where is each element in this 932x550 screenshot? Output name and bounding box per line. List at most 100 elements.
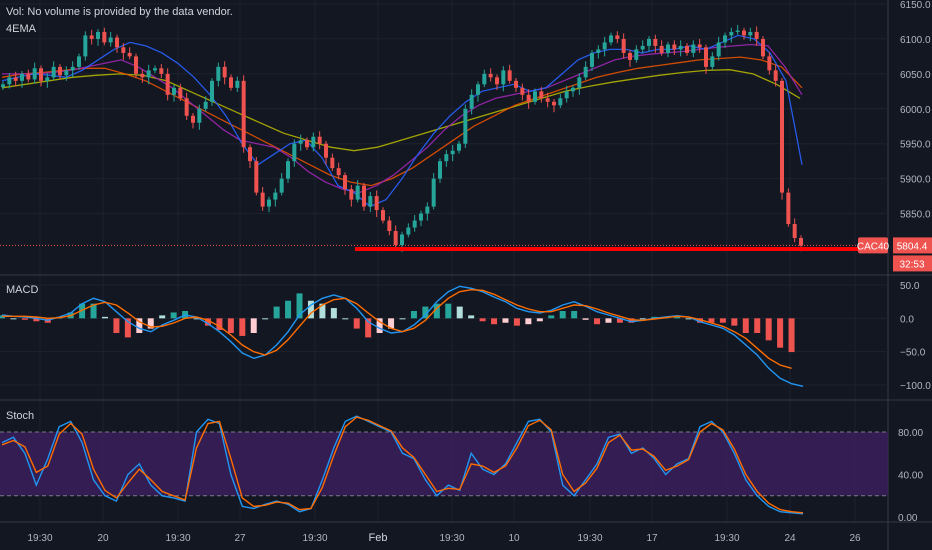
candle-body (735, 30, 740, 32)
candle-body (165, 73, 170, 95)
stoch-tick-label: 0.00 (898, 513, 918, 524)
price-tick-label: 6000.0 (900, 105, 931, 116)
candle-body (621, 38, 626, 53)
candle-body (590, 52, 594, 67)
candle-body (210, 80, 214, 102)
macd-histogram-bar (697, 318, 704, 323)
stoch-k-line (1, 415, 804, 515)
stoch-tick-label: 80.00 (898, 428, 923, 439)
candle-body (140, 73, 145, 78)
countdown-label: 32:53 (899, 259, 924, 270)
candle-body (20, 73, 24, 81)
candle-body (704, 47, 708, 67)
candle-body (792, 224, 797, 239)
candle-body (501, 70, 506, 85)
candle-body (482, 73, 487, 85)
candle-body (191, 115, 195, 123)
candle-body (70, 66, 75, 71)
price-tick-label: 6050.0 (900, 70, 931, 81)
candle-body (558, 98, 563, 106)
macd-histogram-bar (147, 318, 154, 329)
macd-histogram-bar (685, 318, 692, 320)
candle-body (311, 136, 316, 148)
candle-body (330, 157, 335, 169)
price-tick-label: 5900.0 (900, 175, 931, 186)
symbol-tag: CAC40 (857, 241, 890, 252)
axes: 6150.0 6100.0 6050.0 6000.0 5950.0 5900.0 5850… (27, 0, 932, 544)
time-tick-label: 26 (849, 533, 861, 544)
candle-body (469, 94, 474, 109)
candle-body (723, 35, 727, 43)
candle-body (216, 66, 221, 81)
candle-body (178, 87, 183, 99)
candle-body (108, 37, 113, 43)
candle-body (96, 31, 100, 39)
candle-body (349, 189, 354, 200)
candle-body (26, 73, 31, 80)
candle-body (564, 91, 569, 99)
candle-body (362, 185, 366, 207)
candle-body (13, 77, 18, 81)
candle-body (374, 196, 379, 211)
time-tick-label: 24 (784, 533, 796, 544)
macd-histogram-bar (10, 318, 17, 320)
price-tick-label: 6150.0 (900, 0, 931, 11)
candle-body (431, 178, 436, 207)
macd-histogram-bar (399, 318, 406, 320)
macd-histogram-bar (742, 318, 749, 333)
candle-body (507, 70, 512, 81)
macd-histogram-bar (571, 311, 578, 319)
candle-body (127, 52, 132, 57)
macd-histogram-bar (216, 318, 223, 331)
macd-pane[interactable] (0, 285, 804, 387)
candle-body (691, 44, 696, 53)
macd-histogram-bar (719, 318, 726, 323)
candle-body (520, 87, 525, 95)
candle-body (716, 42, 721, 57)
candle-body (368, 196, 373, 207)
volume-note: Vol: No volume is provided by the data v… (6, 6, 233, 18)
candle-body (254, 161, 259, 193)
candle-body (754, 31, 759, 39)
candle-body (577, 77, 582, 88)
candle-body (336, 168, 341, 176)
candle-body (184, 98, 189, 116)
macd-tick-label: 0.0 (900, 314, 914, 325)
macd-histogram-bar (136, 318, 143, 333)
candle-body (248, 147, 252, 162)
candle-body (647, 38, 651, 46)
candle-body (159, 68, 164, 74)
candle-body (609, 35, 613, 43)
candle-body (229, 77, 233, 88)
macd-histogram-bar (410, 311, 417, 319)
candle-body (102, 31, 107, 43)
ema-3-line (1, 56, 803, 187)
macd-histogram-bar (491, 318, 498, 325)
candle-body (773, 70, 778, 81)
macd-histogram-bar (227, 318, 234, 333)
macd-histogram-bar (388, 318, 395, 329)
candle-body (634, 49, 639, 60)
macd-histogram-bar (582, 318, 589, 320)
stoch-pane[interactable] (0, 415, 888, 515)
macd-histogram-bar (731, 318, 738, 326)
macd-histogram-bar (365, 318, 372, 338)
candle-body (241, 80, 246, 148)
candle-body (786, 192, 791, 225)
candle-body (45, 77, 50, 81)
stoch-d-line (1, 416, 804, 514)
stoch-band (0, 432, 888, 496)
macd-histogram-bar (113, 318, 120, 333)
time-tick-label: 17 (646, 533, 658, 544)
macd-histogram-bar (445, 303, 452, 319)
candle-body (463, 108, 468, 144)
candle-body (153, 68, 157, 71)
candle-body (571, 87, 575, 92)
macd-histogram-bar (765, 318, 772, 341)
candle-body (343, 175, 347, 190)
candle-body (146, 70, 151, 78)
price-pane[interactable] (0, 24, 888, 252)
macd-histogram-bar (90, 303, 97, 319)
candle-body (305, 140, 309, 148)
